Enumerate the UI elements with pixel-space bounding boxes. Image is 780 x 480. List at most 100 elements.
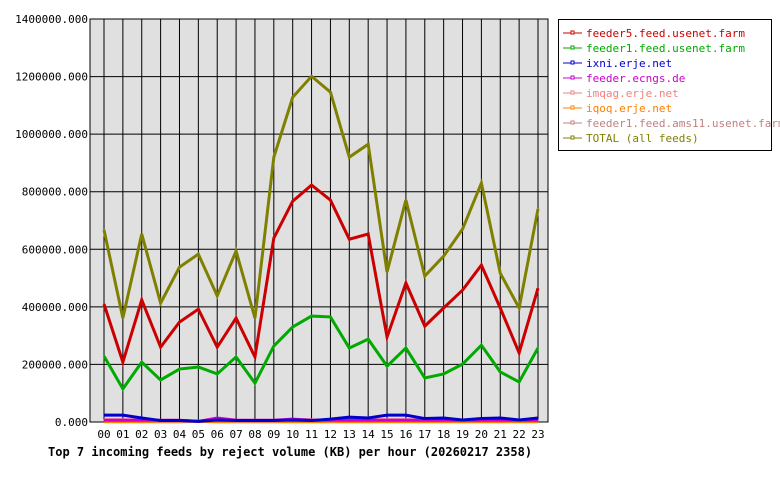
data-point (273, 237, 275, 239)
data-point (443, 419, 445, 421)
data-point (329, 199, 331, 201)
legend-swatch-marker (570, 60, 575, 65)
data-point (537, 417, 539, 419)
y-tick-label: 1000000.000 (15, 128, 88, 141)
data-point (405, 419, 407, 421)
data-point (122, 419, 124, 421)
x-tick-label: 02 (135, 428, 148, 441)
data-point (367, 233, 369, 235)
data-point (480, 418, 482, 420)
data-point (292, 200, 294, 202)
data-point (329, 418, 331, 420)
data-point (254, 317, 256, 319)
legend-swatch-marker (570, 135, 575, 140)
data-point (160, 302, 162, 304)
data-point (122, 388, 124, 390)
data-point (329, 91, 331, 93)
chart-title: Top 7 incoming feeds by reject volume (K… (48, 445, 532, 459)
data-point (367, 417, 369, 419)
data-point (160, 420, 162, 422)
data-point (386, 419, 388, 421)
data-point (160, 346, 162, 348)
data-point (122, 361, 124, 363)
data-point (462, 228, 464, 230)
y-tick-label: 600000.000 (22, 243, 88, 256)
data-point (348, 419, 350, 421)
data-point (424, 275, 426, 277)
x-tick-label: 01 (116, 428, 129, 441)
x-tick-label: 09 (267, 428, 280, 441)
y-tick-label: 800000.000 (22, 186, 88, 199)
data-point (254, 356, 256, 358)
x-tick-label: 05 (192, 428, 205, 441)
data-point (273, 420, 275, 422)
data-point (103, 419, 105, 421)
data-point (178, 420, 180, 422)
data-point (537, 419, 539, 421)
legend-swatch-marker (570, 120, 575, 125)
data-point (178, 321, 180, 323)
data-point (348, 238, 350, 240)
data-point (443, 373, 445, 375)
data-point (216, 419, 218, 421)
data-point (405, 199, 407, 201)
data-point (103, 355, 105, 357)
data-point (122, 317, 124, 319)
data-point (518, 381, 520, 383)
legend-label: feeder.ecngs.de (586, 72, 685, 85)
data-point (443, 417, 445, 419)
data-point (178, 368, 180, 370)
data-point (480, 344, 482, 346)
data-point (235, 356, 237, 358)
data-point (518, 419, 520, 421)
data-point (537, 208, 539, 210)
data-point (386, 336, 388, 338)
data-point (311, 315, 313, 317)
legend-label: feeder1.feed.ams11.usenet.farm (586, 117, 780, 130)
data-point (292, 326, 294, 328)
legend-label: feeder1.feed.usenet.farm (586, 42, 745, 55)
data-point (141, 419, 143, 421)
data-point (499, 307, 501, 309)
data-point (292, 419, 294, 421)
data-point (141, 361, 143, 363)
x-tick-label: 10 (286, 428, 299, 441)
y-tick-label: 1400000.000 (15, 13, 88, 26)
x-tick-label: 22 (513, 428, 526, 441)
data-point (499, 419, 501, 421)
data-point (386, 365, 388, 367)
data-point (424, 418, 426, 420)
legend-label: ixni.erje.net (586, 57, 672, 70)
data-point (216, 417, 218, 419)
data-point (462, 289, 464, 291)
x-tick-label: 23 (531, 428, 544, 441)
data-point (216, 373, 218, 375)
x-tick-label: 04 (173, 428, 187, 441)
data-point (499, 417, 501, 419)
data-point (311, 75, 313, 77)
data-point (537, 347, 539, 349)
data-point (122, 414, 124, 416)
data-point (292, 96, 294, 98)
legend-swatch-marker (570, 105, 575, 110)
data-point (235, 317, 237, 319)
x-tick-label: 21 (494, 428, 507, 441)
series-line-2 (104, 413, 539, 423)
x-tick-label: 20 (475, 428, 488, 441)
data-point (537, 287, 539, 289)
data-point (141, 233, 143, 235)
data-point (141, 417, 143, 419)
data-point (443, 307, 445, 309)
data-point (216, 346, 218, 348)
data-point (462, 363, 464, 365)
data-point (197, 366, 199, 368)
legend-swatch-marker (570, 75, 575, 80)
data-point (197, 253, 199, 255)
data-point (367, 143, 369, 145)
x-tick-label: 12 (324, 428, 337, 441)
data-point (216, 295, 218, 297)
data-point (103, 229, 105, 231)
x-tick-label: 19 (456, 428, 469, 441)
